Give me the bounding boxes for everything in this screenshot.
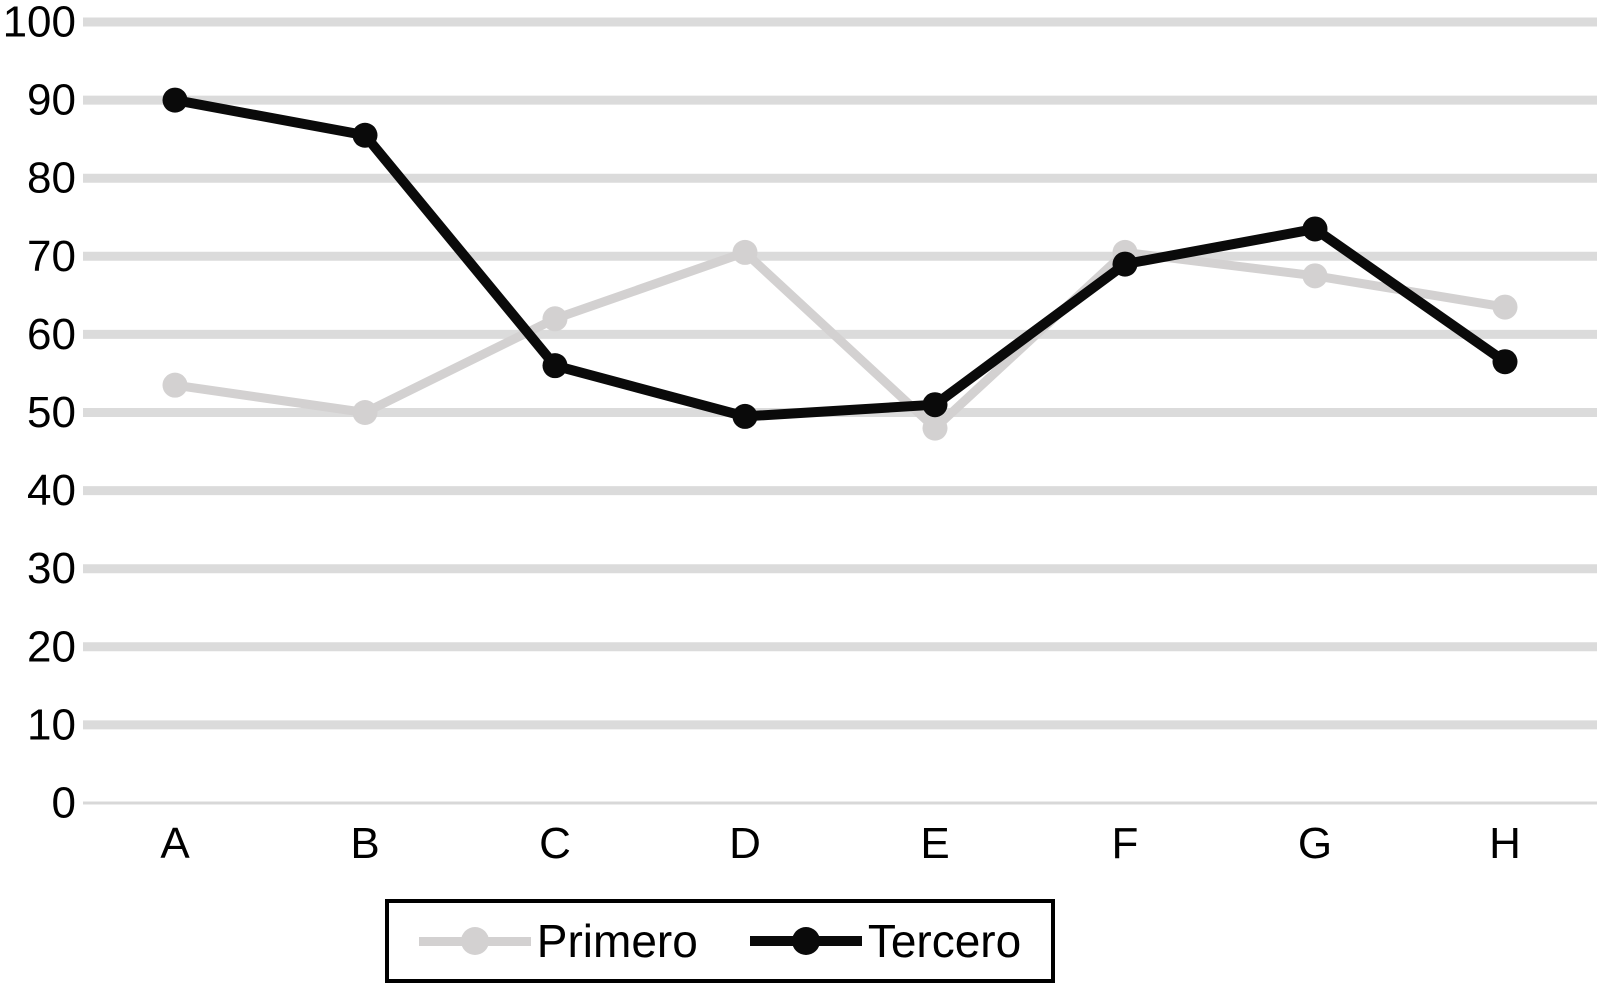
data-point-primero-C: [542, 306, 568, 332]
primero-series-marker-icon: [418, 927, 531, 955]
y-tick-label-70: 70: [27, 232, 76, 281]
y-tick-label-0: 0: [52, 779, 76, 828]
x-category-label-F: F: [1112, 819, 1139, 868]
y-tick-label-100: 100: [3, 0, 76, 47]
tercero-series-marker-icon: [749, 927, 862, 955]
x-category-label-B: B: [350, 819, 379, 868]
y-tick-label-10: 10: [27, 700, 76, 749]
y-tick-label-60: 60: [27, 310, 76, 359]
x-category-label-H: H: [1489, 819, 1521, 868]
y-tick-label-30: 30: [27, 544, 76, 593]
x-category-label-C: C: [539, 819, 571, 868]
legend-label-tercero: Tercero: [867, 915, 1022, 967]
data-point-tercero-A: [162, 87, 188, 113]
data-point-tercero-G: [1302, 216, 1328, 242]
data-point-primero-G: [1302, 263, 1328, 289]
data-point-primero-H: [1492, 294, 1518, 320]
x-category-label-E: E: [920, 819, 949, 868]
data-point-tercero-C: [542, 353, 568, 379]
data-point-primero-E: [922, 415, 948, 441]
y-tick-label-40: 40: [27, 466, 76, 515]
data-point-tercero-D: [732, 403, 758, 429]
x-category-label-D: D: [729, 819, 761, 868]
y-tick-label-20: 20: [27, 622, 76, 671]
legend-item-tercero: Tercero: [749, 915, 1022, 967]
legend-label-primero: Primero: [536, 915, 698, 967]
data-point-primero-B: [352, 400, 378, 425]
series-line-primero: [170, 247, 1510, 433]
data-point-primero-D: [732, 239, 758, 265]
chart-legend: Primero Tercero: [385, 899, 1055, 983]
data-point-tercero-E: [922, 392, 948, 418]
x-category-label-A: A: [160, 819, 190, 868]
data-point-tercero-H: [1492, 349, 1518, 375]
x-category-label-G: G: [1298, 819, 1332, 868]
data-point-tercero-B: [352, 122, 378, 148]
data-point-primero-A: [162, 372, 188, 398]
data-point-tercero-F: [1112, 251, 1138, 277]
series-line-tercero: [170, 95, 1510, 422]
y-tick-label-50: 50: [27, 388, 76, 437]
y-tick-label-90: 90: [27, 76, 76, 125]
y-tick-label-80: 80: [27, 154, 76, 203]
legend-item-primero: Primero: [418, 915, 698, 967]
